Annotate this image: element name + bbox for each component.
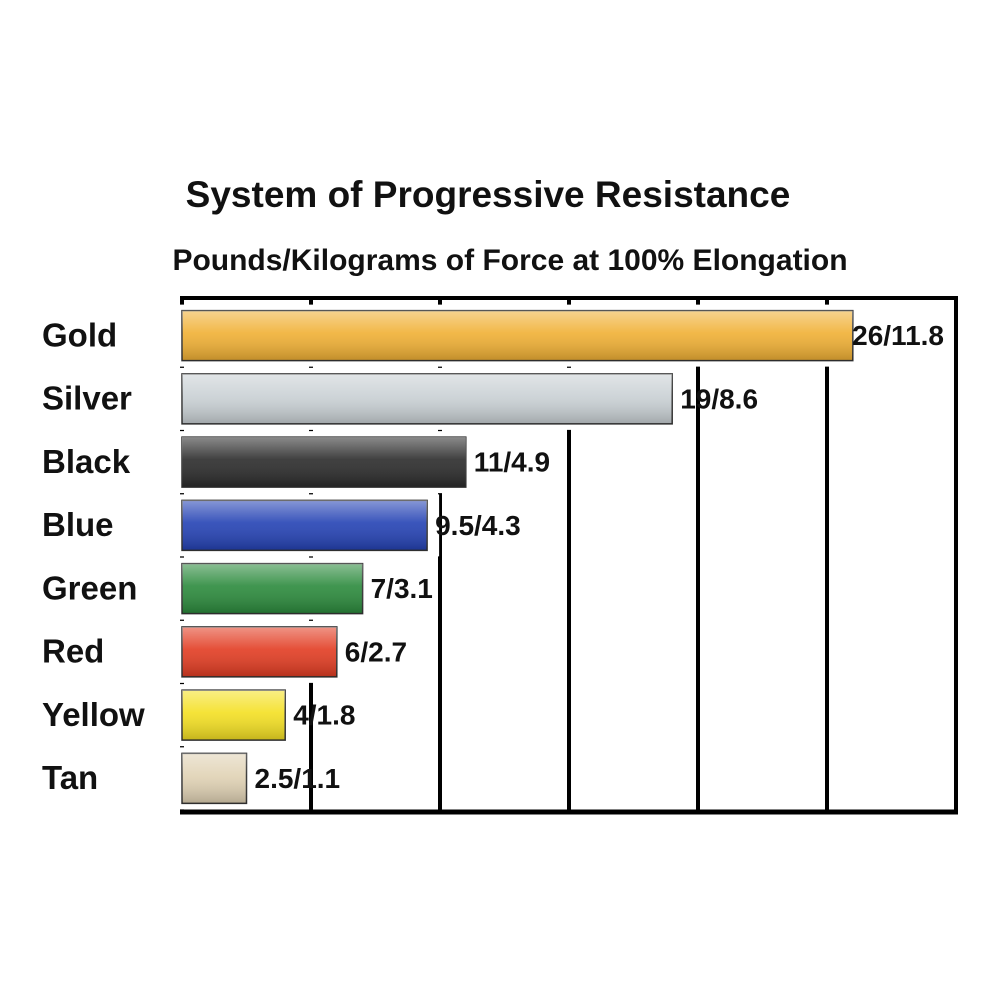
value-label: 4/1.8 — [293, 700, 355, 731]
category-label: Gold — [42, 316, 117, 353]
category-label: Yellow — [42, 696, 145, 733]
bar-gloss — [182, 437, 466, 488]
value-label: 7/3.1 — [371, 573, 433, 604]
value-label: 26/11.8 — [852, 320, 944, 351]
bar-gloss — [182, 626, 337, 677]
category-label: Silver — [42, 380, 132, 417]
value-label: 6/2.7 — [345, 636, 407, 667]
category-label: Green — [42, 569, 137, 606]
chart-title: System of Progressive Resistance — [186, 174, 791, 215]
value-label: 11/4.9 — [474, 447, 550, 478]
category-label: Black — [42, 443, 131, 480]
bar-gloss — [182, 690, 286, 741]
category-label: Tan — [42, 759, 98, 796]
bar-gloss — [182, 500, 428, 551]
chart-subtitle: Pounds/Kilograms of Force at 100% Elonga… — [172, 244, 847, 277]
category-label: Red — [42, 633, 104, 670]
value-label: 9.5/4.3 — [435, 510, 521, 541]
bar-gloss — [182, 563, 363, 614]
bar-gloss — [182, 753, 247, 804]
value-label: 19/8.6 — [680, 383, 758, 414]
category-label: Blue — [42, 506, 114, 543]
bar-gloss — [182, 310, 853, 361]
bar-gloss — [182, 373, 673, 424]
value-label: 2.5/1.1 — [255, 763, 341, 794]
